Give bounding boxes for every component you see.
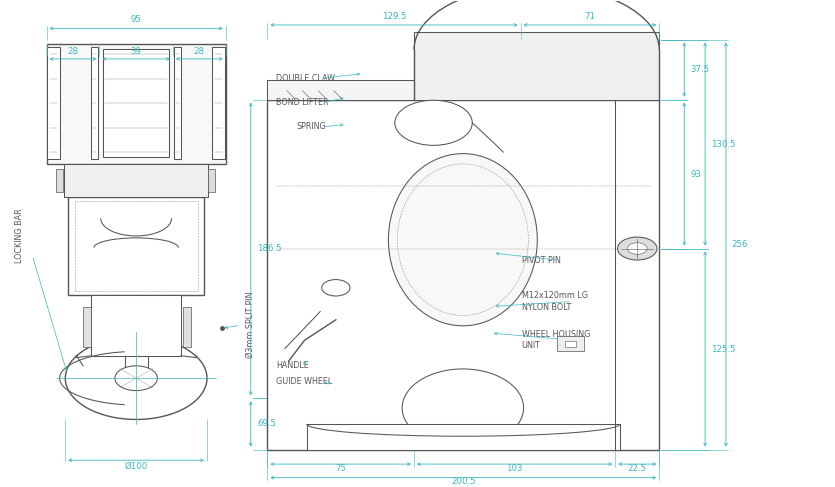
Bar xyxy=(103,49,170,157)
Circle shape xyxy=(65,337,207,419)
Text: M12x120mm LG
NYLON BOLT: M12x120mm LG NYLON BOLT xyxy=(522,292,588,312)
Text: 125.5: 125.5 xyxy=(711,344,736,354)
Text: LOCKING BAR: LOCKING BAR xyxy=(15,209,24,263)
Text: 37.5: 37.5 xyxy=(690,65,709,74)
Text: PIVOT PIN: PIVOT PIN xyxy=(522,256,560,265)
Bar xyxy=(83,307,91,347)
Text: 130.5: 130.5 xyxy=(711,139,736,149)
Text: 39: 39 xyxy=(131,47,142,56)
Text: Ø100: Ø100 xyxy=(124,462,148,471)
Text: GUIDE WHEEL: GUIDE WHEEL xyxy=(276,377,332,386)
Bar xyxy=(124,356,148,370)
Text: WHEEL HOUSING
UNIT: WHEEL HOUSING UNIT xyxy=(522,330,590,351)
Text: BOND LIFTER: BOND LIFTER xyxy=(276,98,328,107)
Text: DOUBLE CLAW: DOUBLE CLAW xyxy=(276,74,335,83)
Bar xyxy=(174,47,181,159)
Text: 28: 28 xyxy=(194,47,205,56)
Bar xyxy=(414,32,660,99)
Bar xyxy=(306,424,620,450)
Bar xyxy=(557,337,584,351)
Bar xyxy=(564,340,576,347)
Text: 93: 93 xyxy=(690,169,701,179)
Bar xyxy=(91,47,99,159)
Text: 200.5: 200.5 xyxy=(451,477,476,487)
Circle shape xyxy=(627,243,647,254)
Text: 28: 28 xyxy=(68,47,78,56)
Text: 186.5: 186.5 xyxy=(257,244,282,253)
Bar xyxy=(74,201,198,291)
Bar xyxy=(47,44,225,164)
Text: 22.5: 22.5 xyxy=(628,464,647,473)
Bar xyxy=(208,169,215,192)
Text: 71: 71 xyxy=(584,12,595,20)
Ellipse shape xyxy=(402,369,524,447)
Text: 256: 256 xyxy=(731,240,748,249)
Bar xyxy=(183,307,191,347)
Text: 129.5: 129.5 xyxy=(382,12,407,20)
Bar xyxy=(68,197,205,295)
Text: Ø3mm SPLIT PIN: Ø3mm SPLIT PIN xyxy=(246,292,256,358)
Circle shape xyxy=(321,280,350,296)
Circle shape xyxy=(395,100,473,145)
Bar xyxy=(55,169,63,192)
Text: 95: 95 xyxy=(131,16,142,24)
Bar xyxy=(91,295,181,356)
Bar xyxy=(267,99,660,450)
Ellipse shape xyxy=(388,153,537,326)
Bar xyxy=(267,79,414,99)
Text: 69.5: 69.5 xyxy=(257,419,276,429)
Text: SPRING: SPRING xyxy=(296,122,326,131)
Circle shape xyxy=(115,366,158,391)
Bar xyxy=(48,47,60,159)
Bar xyxy=(212,47,225,159)
Text: 75: 75 xyxy=(335,464,347,473)
Text: HANDLE: HANDLE xyxy=(276,361,309,370)
Bar xyxy=(64,164,208,197)
Text: 103: 103 xyxy=(506,464,523,473)
Circle shape xyxy=(618,237,657,260)
